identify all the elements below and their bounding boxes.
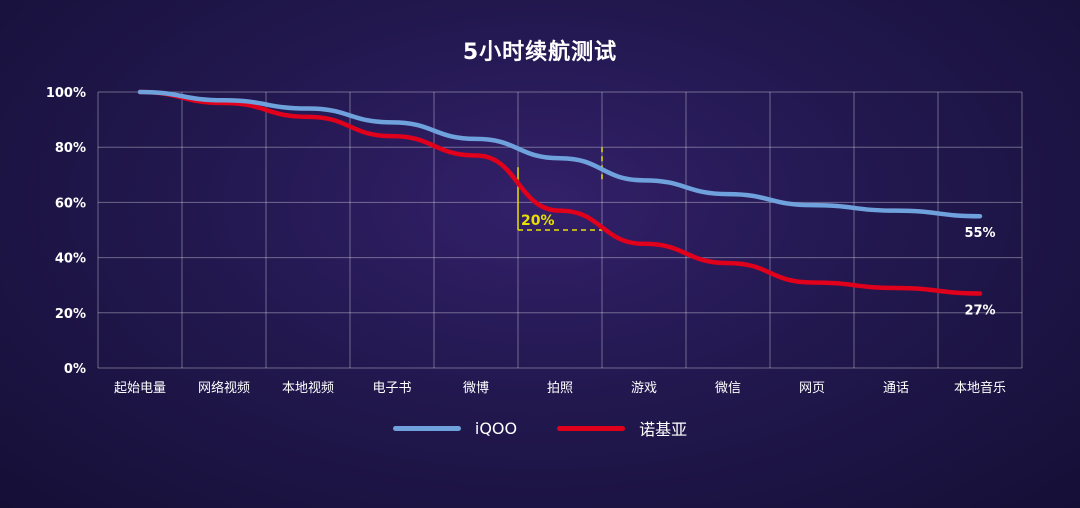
annotation-label: 20% [521, 213, 555, 229]
legend-swatch-nokia [557, 425, 626, 431]
legend: iQOO 诺基亚 [0, 416, 1080, 440]
x-tick-label: 网页 [799, 381, 825, 396]
x-tick-label: 网络视频 [198, 380, 250, 396]
x-tick-label: 起始电量 [114, 381, 166, 396]
y-tick-label: 100% [46, 86, 86, 101]
x-tick-label: 通话 [883, 381, 909, 396]
y-tick-label: 60% [55, 196, 86, 211]
end-label-nokia: 27% [964, 303, 995, 318]
y-tick-label: 20% [55, 307, 86, 322]
x-tick-label: 微信 [715, 381, 741, 396]
x-tick-label: 本地视频 [282, 381, 334, 396]
x-tick-label: 微博 [463, 381, 489, 396]
chart-title: 5小时续航测试 [462, 40, 618, 65]
legend-label-nokia: 诺基亚 [639, 420, 688, 439]
x-tick-label: 电子书 [372, 381, 411, 396]
legend-item-nokia: 诺基亚 [557, 416, 687, 440]
series-line-nokia [137, 89, 983, 296]
x-tick-label: 游戏 [631, 381, 657, 396]
end-label-iqoo: 55% [964, 226, 995, 241]
y-tick-label: 80% [55, 141, 86, 156]
legend-label-iqoo: iQOO [474, 418, 518, 438]
x-tick-label: 本地音乐 [954, 380, 1006, 396]
y-tick-label: 0% [64, 362, 86, 377]
y-tick-label: 40% [55, 252, 86, 267]
legend-item-iqoo: iQOO [392, 418, 518, 438]
x-tick-label: 拍照 [547, 381, 573, 396]
legend-swatch-iqoo [392, 425, 461, 431]
series-line-iqoo [137, 89, 983, 219]
